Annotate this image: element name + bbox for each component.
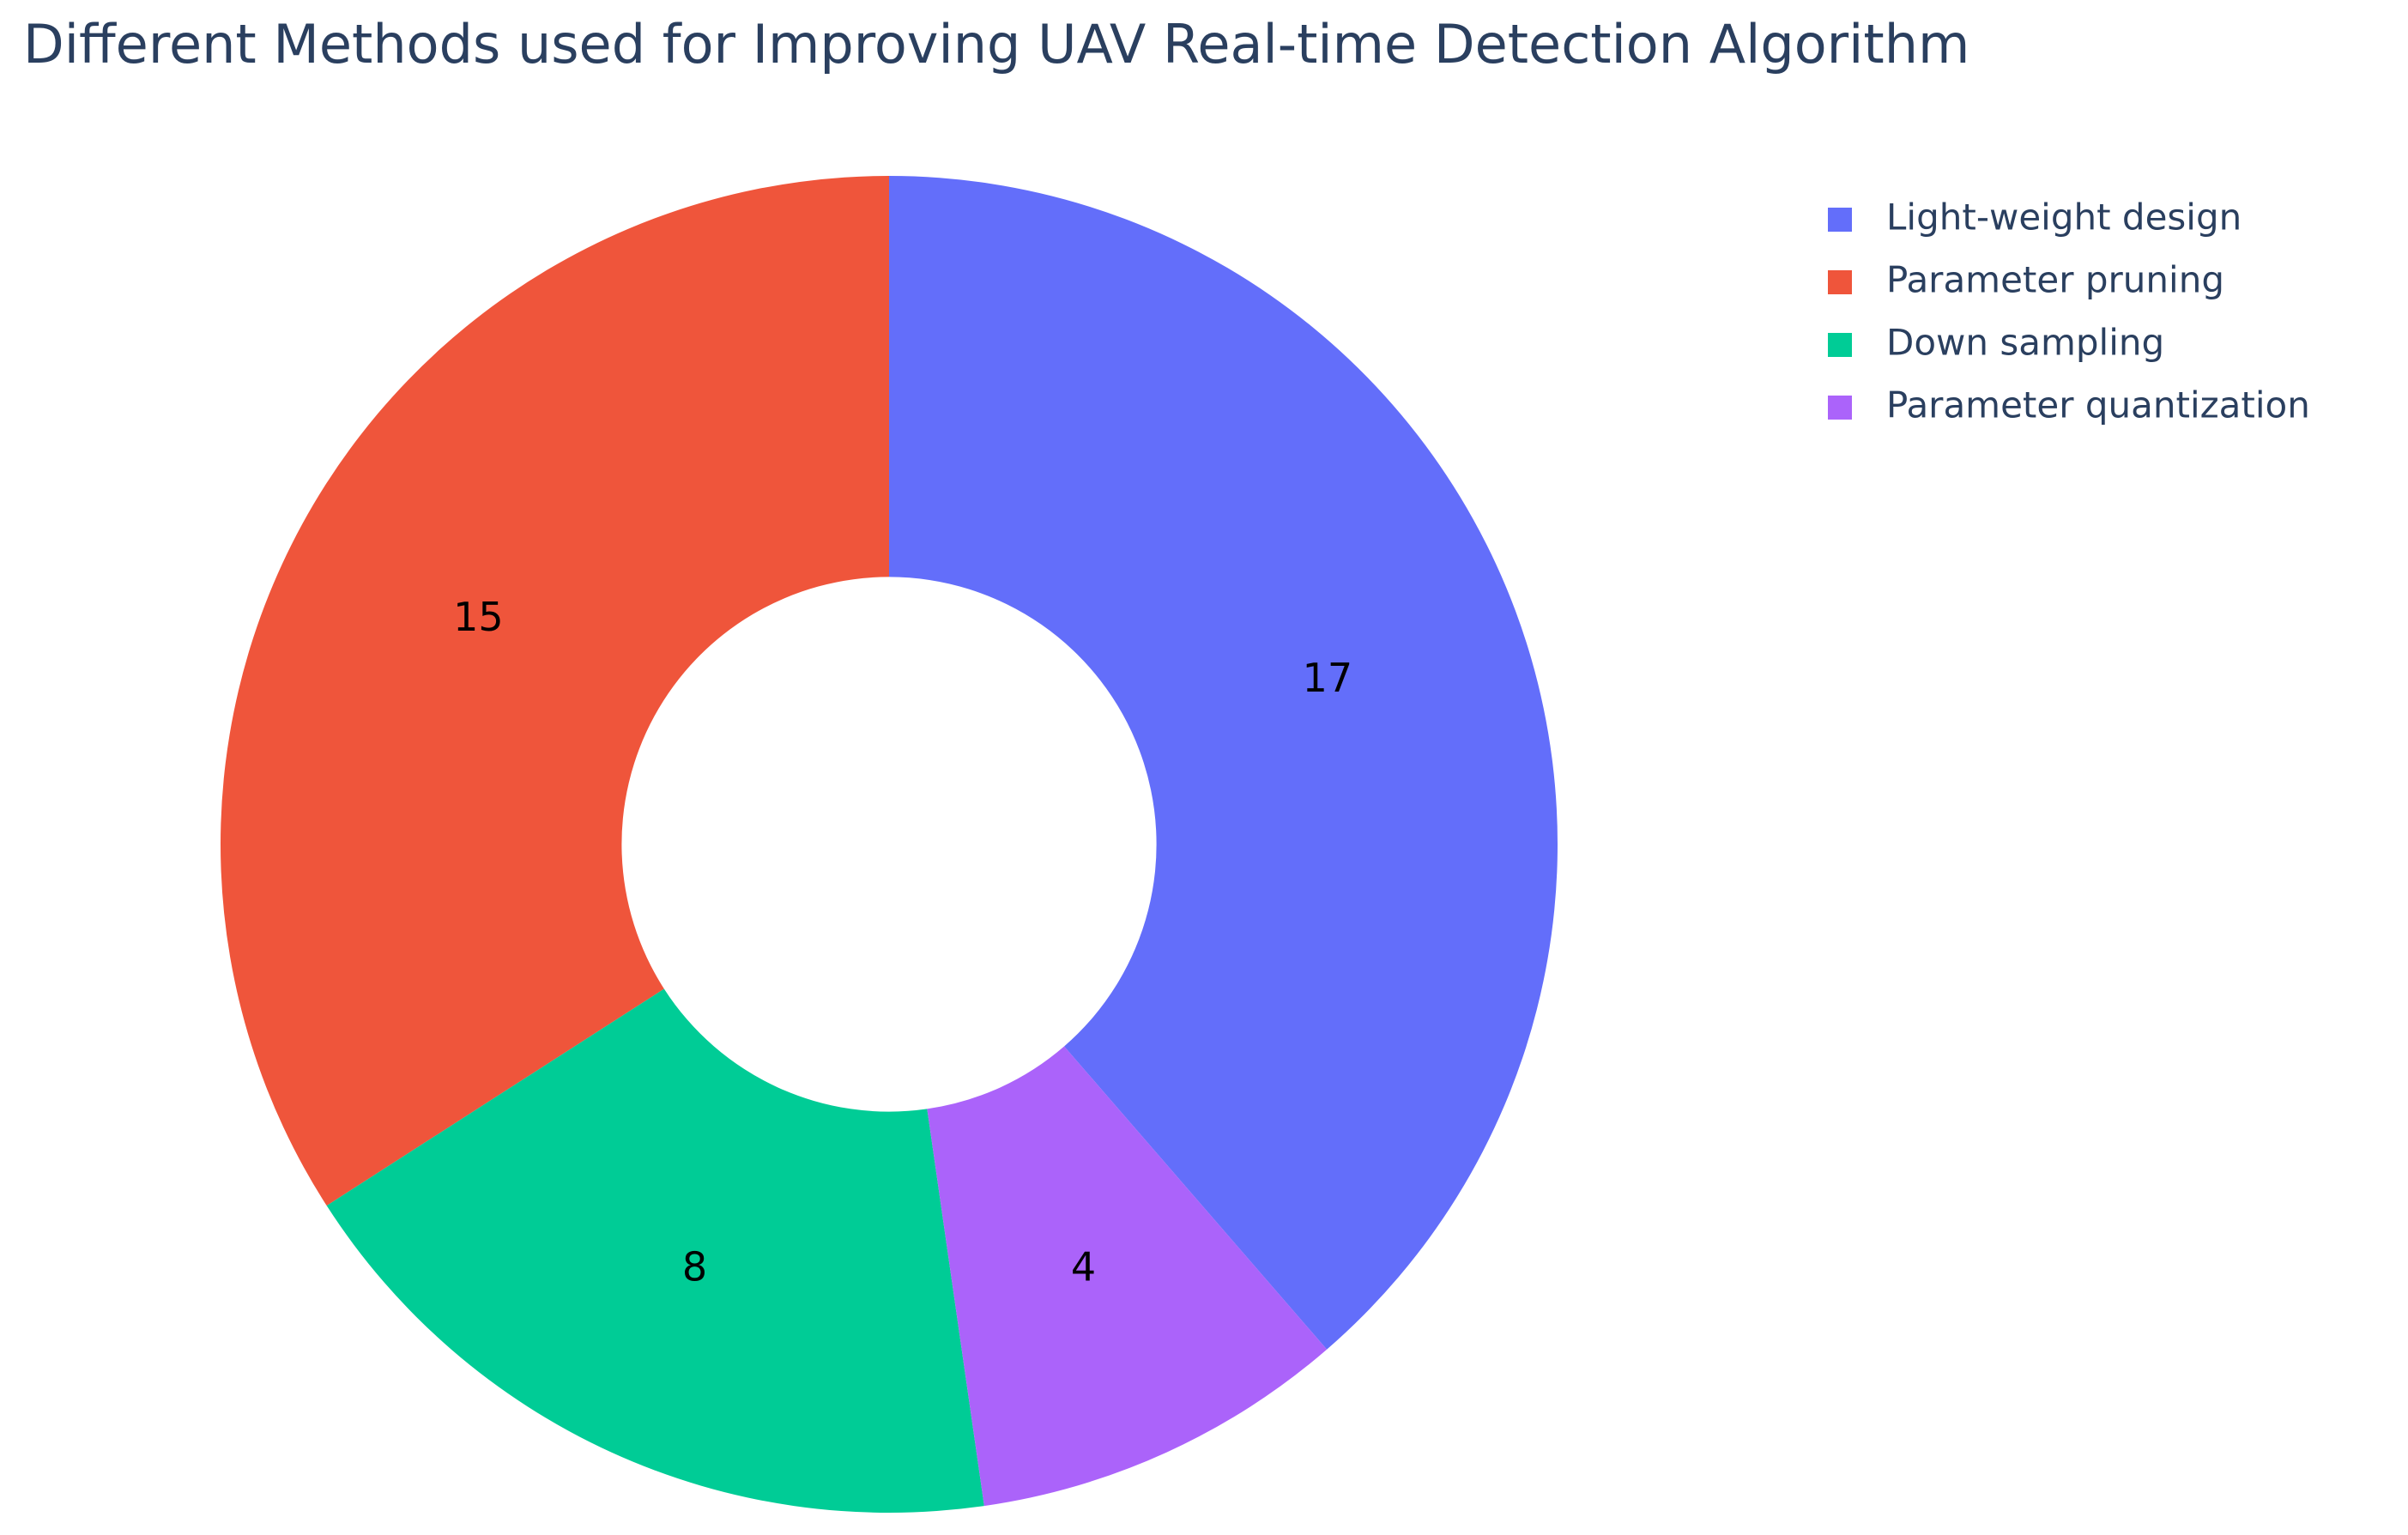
- pie-slice: [326, 988, 984, 1513]
- legend-swatch: [1828, 208, 1852, 232]
- chart-title: Different Methods used for Improving UAV…: [23, 13, 1969, 76]
- pie-slice: [927, 1046, 1328, 1507]
- legend-label: Light-weight design: [1886, 196, 2242, 239]
- slice-label: 4: [1071, 1244, 1096, 1290]
- legend-swatch: [1828, 270, 1852, 294]
- legend-swatch: [1828, 333, 1852, 357]
- slice-label: 8: [682, 1244, 707, 1290]
- legend-swatch: [1828, 396, 1852, 420]
- legend-label: Parameter quantization: [1886, 384, 2310, 426]
- pie-slice: [889, 175, 1558, 1350]
- pie-slice: [221, 176, 889, 1206]
- slice-label: 17: [1303, 655, 1353, 701]
- legend-label: Parameter pruning: [1886, 259, 2224, 301]
- legend-label: Down sampling: [1886, 322, 2164, 364]
- slice-label: 15: [453, 594, 504, 640]
